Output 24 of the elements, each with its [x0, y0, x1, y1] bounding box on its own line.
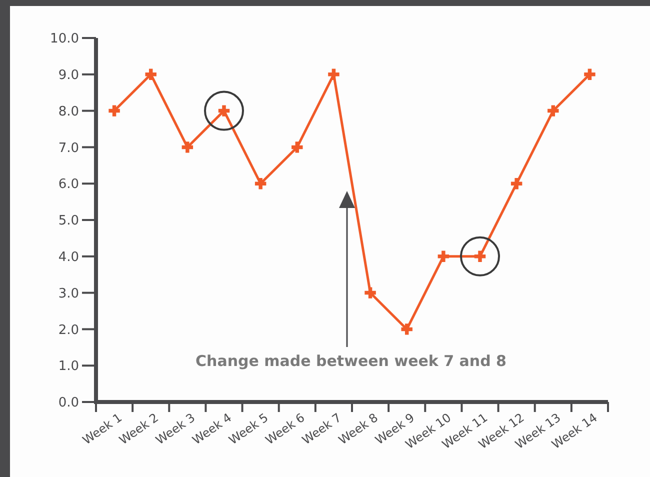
y-tick-label: 8.0 [58, 104, 79, 120]
point [145, 68, 156, 80]
point [328, 68, 340, 80]
y-tick-label: 10.0 [50, 32, 79, 47]
point [584, 68, 596, 80]
y-tick-label: 3.0 [58, 286, 79, 302]
point [108, 105, 120, 116]
y-tick-label: 1.0 [58, 359, 79, 374]
y-tick-label: 2.0 [58, 322, 79, 338]
y-tick-label: 7.0 [58, 140, 79, 156]
y-tick-label: 9.0 [58, 68, 79, 83]
y-tick-label: 0.0 [58, 396, 79, 411]
point [401, 324, 412, 335]
y-tick-label: 6.0 [58, 177, 79, 192]
point [254, 178, 266, 190]
point [364, 287, 376, 298]
point [292, 142, 303, 153]
point [182, 142, 194, 153]
y-tick-label: 4.0 [58, 250, 79, 265]
point [510, 178, 522, 190]
y-tick-label: 5.0 [58, 214, 79, 229]
point [438, 250, 450, 262]
annotation: Change made between week 7 and 8 [196, 352, 506, 370]
point [548, 105, 559, 116]
